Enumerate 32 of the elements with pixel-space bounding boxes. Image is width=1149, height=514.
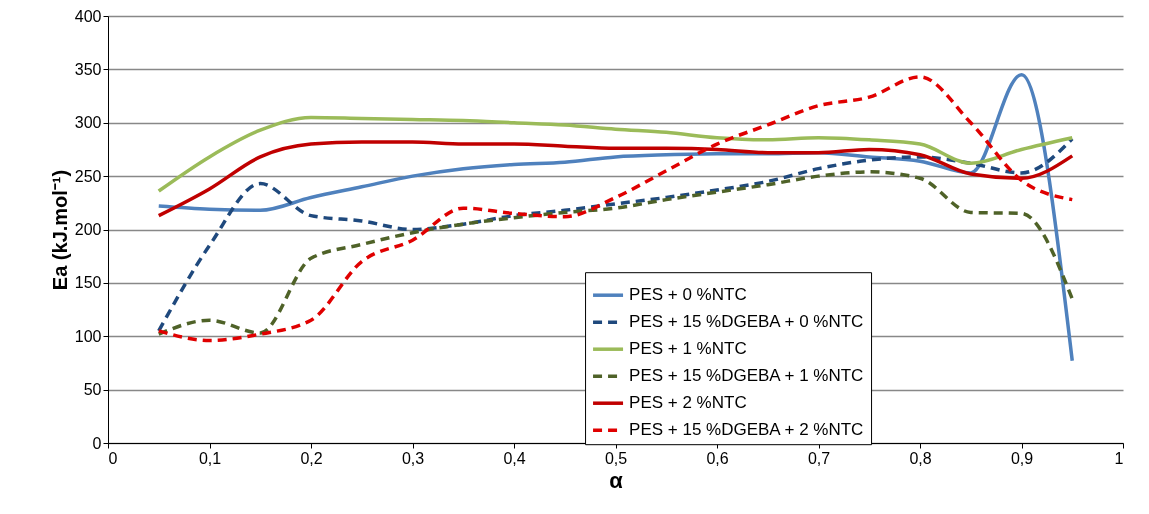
line-series <box>157 115 1074 193</box>
x-tick-label: 1 <box>1114 449 1124 467</box>
x-tick-label: 0,8 <box>909 449 932 467</box>
y-tick-label: 200 <box>74 221 102 238</box>
y-tick-label: 350 <box>74 60 102 78</box>
x-tick-label: 0,4 <box>503 449 526 467</box>
y-tick-label: 0 <box>92 434 102 452</box>
legend-label: PES + 0 %NTC <box>629 285 747 305</box>
legend-label: PES + 15 %DGEBA + 2 %NTC <box>629 420 864 440</box>
legend-label: PES + 15 %DGEBA + 1 %NTC <box>629 366 864 386</box>
y-tick-label: 150 <box>74 274 102 292</box>
y-axis-title: Ea (kJ.mol⁻¹) <box>48 169 71 291</box>
x-tick-label: 0,6 <box>706 449 729 467</box>
line-series <box>157 170 1074 336</box>
y-tick-label: 300 <box>74 114 102 132</box>
legend-label: PES + 15 %DGEBA + 0 %NTC <box>629 312 864 332</box>
legend-label: PES + 2 %NTC <box>629 393 747 413</box>
x-tick-label: 0,9 <box>1010 449 1034 467</box>
legend-label: PES + 1 %NTC <box>629 339 747 359</box>
x-tick-label: 0,7 <box>807 449 831 467</box>
y-tick-label: 100 <box>74 327 102 345</box>
x-tick-label: 0,2 <box>300 449 323 467</box>
y-tick-label: 50 <box>83 381 102 399</box>
x-tick-label: 0,3 <box>401 449 425 467</box>
y-tick-label: 250 <box>74 167 102 185</box>
line-series <box>157 140 1074 218</box>
x-tick-label: 0,1 <box>198 449 222 467</box>
x-tick-label: 0,5 <box>604 449 628 467</box>
y-tick-label: 400 <box>74 7 102 25</box>
x-axis-title: α <box>609 467 624 493</box>
x-tick-label: 0 <box>108 449 118 467</box>
line-series <box>157 137 1074 333</box>
